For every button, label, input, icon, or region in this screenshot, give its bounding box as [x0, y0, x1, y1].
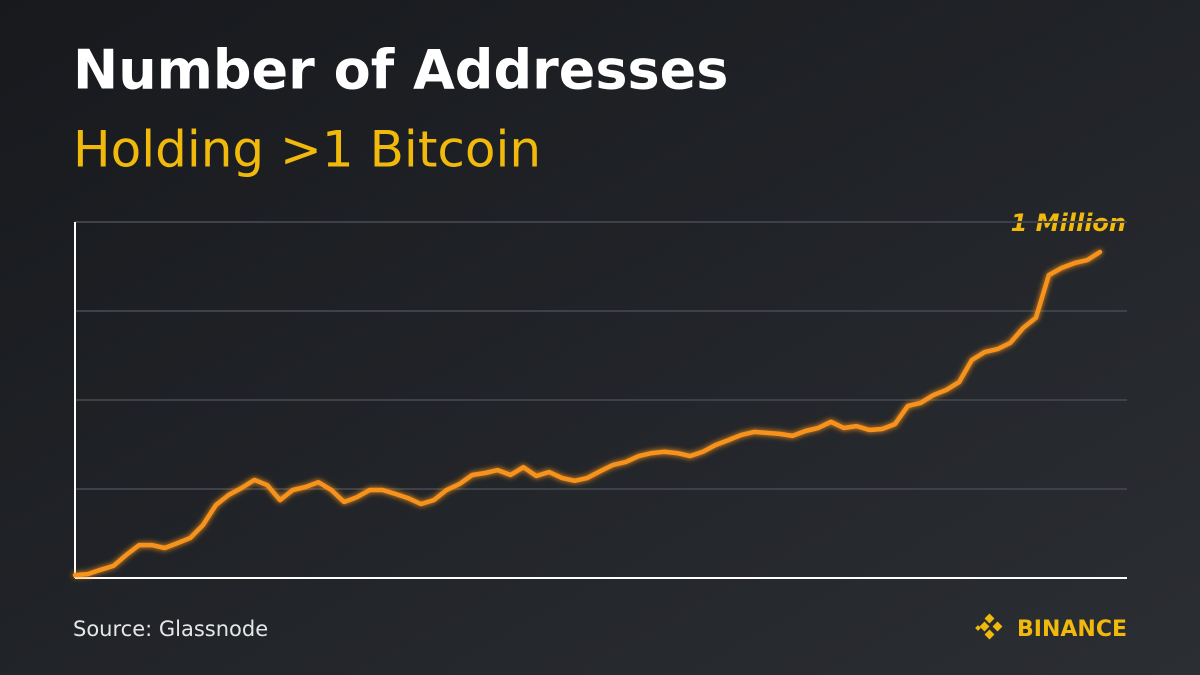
brand-logo — [975, 613, 1003, 640]
source: Source: Glassnode — [73, 617, 268, 641]
brand: BINANCE — [1017, 617, 1127, 642]
chart-subtitle: Holding >1 Bitcoin — [73, 121, 541, 179]
chart-title: Number of Addresses — [73, 39, 728, 102]
data-line — [72, 249, 1103, 578]
